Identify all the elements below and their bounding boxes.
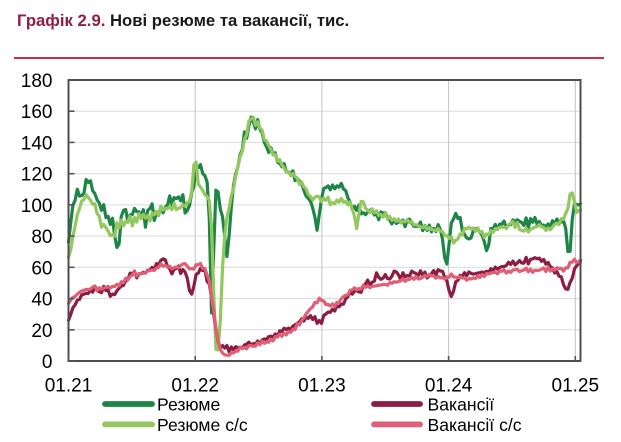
svg-text:180: 180 [21, 71, 53, 92]
svg-text:120: 120 [21, 165, 53, 186]
svg-text:160: 160 [21, 102, 53, 123]
svg-text:01.21: 01.21 [45, 376, 93, 397]
svg-text:40: 40 [31, 290, 52, 311]
svg-text:20: 20 [31, 321, 52, 342]
svg-text:0: 0 [42, 352, 53, 373]
svg-text:01.24: 01.24 [425, 376, 473, 397]
svg-text:Резюме: Резюме [157, 394, 220, 414]
svg-text:Вакансії с/с: Вакансії с/с [428, 415, 522, 435]
svg-text:140: 140 [21, 133, 53, 154]
svg-text:Резюме с/с: Резюме с/с [157, 415, 248, 435]
svg-text:01.23: 01.23 [298, 376, 346, 397]
svg-text:80: 80 [31, 227, 52, 248]
svg-text:60: 60 [31, 258, 52, 279]
svg-text:01.22: 01.22 [171, 376, 219, 397]
svg-text:100: 100 [21, 196, 53, 217]
svg-text:01.25: 01.25 [552, 376, 600, 397]
svg-text:Вакансії: Вакансії [428, 394, 495, 414]
